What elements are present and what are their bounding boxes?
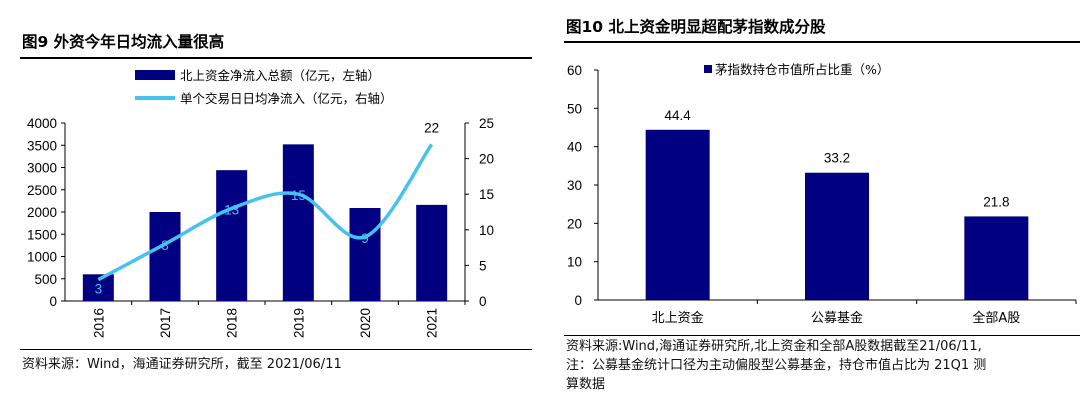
daily-inflow-line bbox=[97, 143, 434, 282]
right-title-rule bbox=[564, 41, 1080, 43]
right-y-tick-label: 20 bbox=[479, 152, 494, 167]
bar-北上资金 bbox=[645, 129, 710, 300]
right-y-tick-label: 15 bbox=[479, 187, 494, 202]
left-y-tick-label: 1000 bbox=[27, 250, 57, 265]
left-y-tick-label: 3500 bbox=[27, 138, 57, 153]
right-figure-title: 图10 北上资金明显超配茅指数成分股 bbox=[566, 18, 826, 36]
line-data-label: 8 bbox=[161, 238, 169, 253]
bar-value-label: 33.2 bbox=[824, 151, 850, 166]
bar-value-label: 21.8 bbox=[983, 194, 1009, 209]
x-tick-label-2020: 2020 bbox=[358, 308, 373, 338]
right-y-tick-label: 0 bbox=[479, 294, 487, 309]
bar-全部A股 bbox=[964, 216, 1029, 300]
x-tick-label: 全部A股 bbox=[972, 310, 1020, 326]
right-bar-chart: 茅指数持仓市值所占比重（%） 0 10 20 30 40 50 60 44.4 北上资金 33.2 公… bbox=[567, 62, 1077, 326]
left-y-tick-label: 2000 bbox=[27, 205, 57, 220]
left-title-rule bbox=[20, 57, 532, 59]
x-tick-label-2021: 2021 bbox=[425, 308, 440, 338]
bar-value-label: 44.4 bbox=[665, 108, 692, 123]
left-y-tick-label: 0 bbox=[49, 294, 57, 309]
legend-label-bar: 北上资金净流入总额（亿元，左轴） bbox=[180, 68, 380, 83]
bar-2019 bbox=[282, 144, 314, 301]
right-y-tick-label: 25 bbox=[479, 116, 494, 131]
legend-label-line: 单个交易日日均净流入（亿元，右轴） bbox=[180, 91, 393, 106]
legend-label: 茅指数持仓市值所占比重（%） bbox=[715, 62, 889, 77]
y-tick-label: 0 bbox=[574, 293, 582, 308]
y-tick-label: 60 bbox=[567, 63, 582, 78]
y-tick-label: 20 bbox=[567, 216, 582, 231]
x-tick-label-2018: 2018 bbox=[225, 308, 240, 338]
right-figure-panel: 图10 北上资金明显超配茅指数成分股 茅指数持仓市值所占比重（%） 0 10 20 30… bbox=[548, 0, 1080, 404]
right-source-line-1: 资料来源:Wind,海通证券研究所,北上资金和全部A股数据截至21/06/11, bbox=[566, 339, 982, 354]
right-source-rule bbox=[564, 335, 1080, 336]
right-source-note: 资料来源:Wind,海通证券研究所,北上资金和全部A股数据截至21/06/11,… bbox=[566, 337, 986, 394]
line-data-label: 22 bbox=[424, 120, 439, 135]
y-tick-label: 10 bbox=[567, 255, 582, 270]
x-tick-label-2017: 2017 bbox=[158, 308, 173, 338]
line-data-label: 15 bbox=[291, 188, 306, 203]
line-data-label: 9 bbox=[361, 231, 369, 246]
legend-swatch-bar bbox=[135, 70, 175, 80]
right-y-tick-label: 10 bbox=[479, 223, 494, 238]
y-tick-label: 40 bbox=[567, 140, 582, 155]
left-figure-panel: 图9 外资今年日均流入量很高 北上资金净流入总额（亿元，左轴） 单个交易日日均净流… bbox=[0, 0, 533, 404]
left-combo-chart: 北上资金净流入总额（亿元，左轴）单个交易日日均净流入（亿元，右轴）0500100… bbox=[27, 68, 494, 338]
x-tick-label-2019: 2019 bbox=[291, 308, 306, 338]
legend-swatch bbox=[704, 65, 712, 73]
bar-2018 bbox=[216, 170, 248, 301]
y-tick-label: 30 bbox=[567, 178, 582, 193]
right-source-line-3: 算数据 bbox=[566, 377, 606, 392]
right-source-line-2: 注：公募基金统计口径为主动偏股型公募基金，持仓市值占比为 21Q1 测 bbox=[566, 358, 987, 373]
line-data-label: 3 bbox=[95, 282, 103, 297]
line-data-label: 13 bbox=[224, 202, 239, 217]
left-y-tick-label: 2500 bbox=[27, 183, 57, 198]
bar-2017 bbox=[149, 212, 181, 301]
bar-2021 bbox=[416, 204, 448, 301]
left-y-tick-label: 1500 bbox=[27, 227, 57, 242]
bar-公募基金 bbox=[805, 172, 869, 300]
x-tick-label-2016: 2016 bbox=[91, 308, 106, 338]
y-tick-label: 50 bbox=[567, 101, 582, 116]
bar-2020 bbox=[349, 207, 381, 301]
left-source-rule bbox=[20, 349, 532, 350]
left-source-note: 资料来源：Wind，海通证券研究所，截至 2021/06/11 bbox=[22, 357, 342, 372]
left-y-tick-label: 4000 bbox=[27, 116, 57, 131]
left-figure-title: 图9 外资今年日均流入量很高 bbox=[22, 33, 225, 51]
right-y-tick-label: 5 bbox=[479, 258, 487, 273]
x-tick-label: 公募基金 bbox=[811, 310, 863, 326]
x-tick-label: 北上资金 bbox=[652, 310, 704, 326]
left-y-tick-label: 3000 bbox=[27, 161, 57, 176]
left-y-tick-label: 500 bbox=[34, 272, 57, 287]
